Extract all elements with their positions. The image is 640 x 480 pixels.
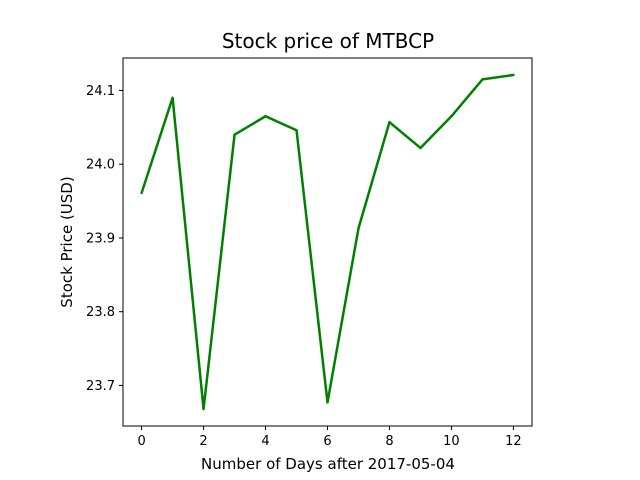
x-tick-label: 12 [505, 434, 522, 449]
data-point [481, 78, 484, 81]
x-axis-label: Number of Days after 2017-05-04 [201, 455, 455, 473]
x-axis-ticks: 0 2 4 6 8 10 12 [137, 426, 522, 449]
x-tick-label: 2 [199, 434, 207, 449]
data-point [264, 115, 267, 118]
data-point [233, 133, 236, 136]
y-tick-label: 23.9 [86, 231, 115, 246]
data-point [140, 191, 143, 195]
data-point [326, 401, 329, 404]
y-tick-label: 24.1 [86, 84, 115, 99]
x-tick-label: 8 [385, 434, 393, 449]
y-tick-label: 24.0 [86, 158, 115, 173]
x-tick-label: 4 [261, 434, 269, 449]
data-point [202, 407, 205, 411]
x-tick-label: 6 [323, 434, 331, 449]
data-point [357, 227, 360, 230]
data-point [512, 73, 515, 77]
y-tick-label: 23.8 [86, 305, 115, 320]
plot-frame [122, 57, 533, 427]
data-point [388, 120, 391, 124]
series-layer [140, 73, 515, 411]
y-axis-label: Stock Price (USD) [58, 176, 76, 307]
chart-title: Stock price of MTBCP [222, 29, 434, 53]
plot-area: 0 2 4 6 8 10 12 23.7 23.8 23.9 24.0 24.1 [86, 57, 533, 449]
data-point [450, 115, 453, 118]
data-point [419, 146, 422, 150]
data-point [171, 96, 174, 100]
data-point [295, 129, 298, 132]
y-axis-ticks: 23.7 23.8 23.9 24.0 24.1 [86, 84, 123, 394]
x-tick-label: 10 [443, 434, 460, 449]
x-tick-label: 0 [137, 434, 145, 449]
y-tick-label: 23.7 [86, 379, 115, 394]
